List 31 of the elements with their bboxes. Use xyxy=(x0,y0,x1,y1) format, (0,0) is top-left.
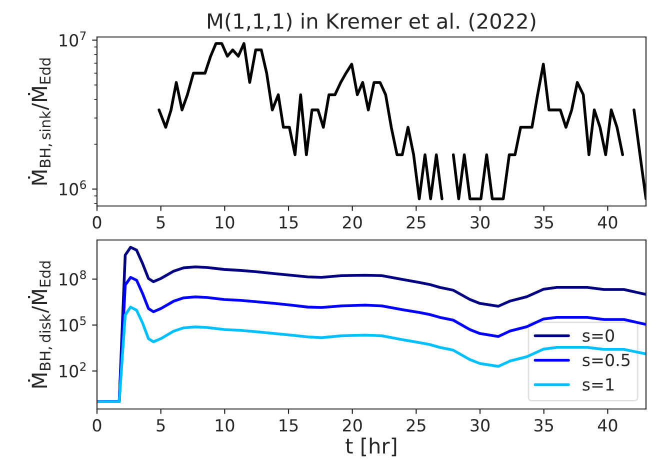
x-tick-label: 15 xyxy=(280,216,298,229)
x-tick-label: 35 xyxy=(534,419,554,432)
x-tick-label: 30 xyxy=(470,419,490,432)
y-tick-label: 10$^{5}$ xyxy=(60,316,86,332)
legend-label: s=1 xyxy=(582,378,614,391)
x-tick-label: 30 xyxy=(470,216,490,229)
x-tick-label: 15 xyxy=(280,419,298,432)
y-tick-label: 10$^{8}$ xyxy=(60,270,86,286)
x-tick-label: 25 xyxy=(406,216,426,229)
x-tick-label: 40 xyxy=(598,216,618,229)
x-tick-label: 25 xyxy=(406,419,426,432)
x-tick-label: 35 xyxy=(534,216,554,229)
x-tick-label: 20 xyxy=(342,216,362,229)
legend-label: s=0 xyxy=(582,329,614,342)
y-axis-title: Ṁ$_{BH,disk}$/Ṁ$_{Edd}$ xyxy=(28,261,52,388)
x-tick-label: 0 xyxy=(92,419,102,432)
x-axis-title: t [hr] xyxy=(346,438,396,456)
chart-title: M(1,1,1) in Kremer et al. (2022) xyxy=(208,12,536,32)
x-tick-label: 0 xyxy=(92,216,102,229)
x-tick-label: 5 xyxy=(156,216,165,229)
y-tick-label: 10$^{2}$ xyxy=(60,362,86,378)
x-tick-label: 5 xyxy=(156,419,165,432)
x-tick-label: 20 xyxy=(342,419,362,432)
legend-label: s=0.5 xyxy=(582,354,630,366)
x-tick-label: 40 xyxy=(598,419,618,432)
x-tick-label: 10 xyxy=(216,419,234,432)
line-series xyxy=(97,306,646,404)
y-tick-label: 10$^{7}$ xyxy=(60,31,86,47)
y-tick-label: 10$^{6}$ xyxy=(60,180,86,196)
x-tick-label: 10 xyxy=(216,216,234,229)
y-axis-title: Ṁ$_{BH,sink}$/Ṁ$_{Edd}$ xyxy=(28,58,52,185)
